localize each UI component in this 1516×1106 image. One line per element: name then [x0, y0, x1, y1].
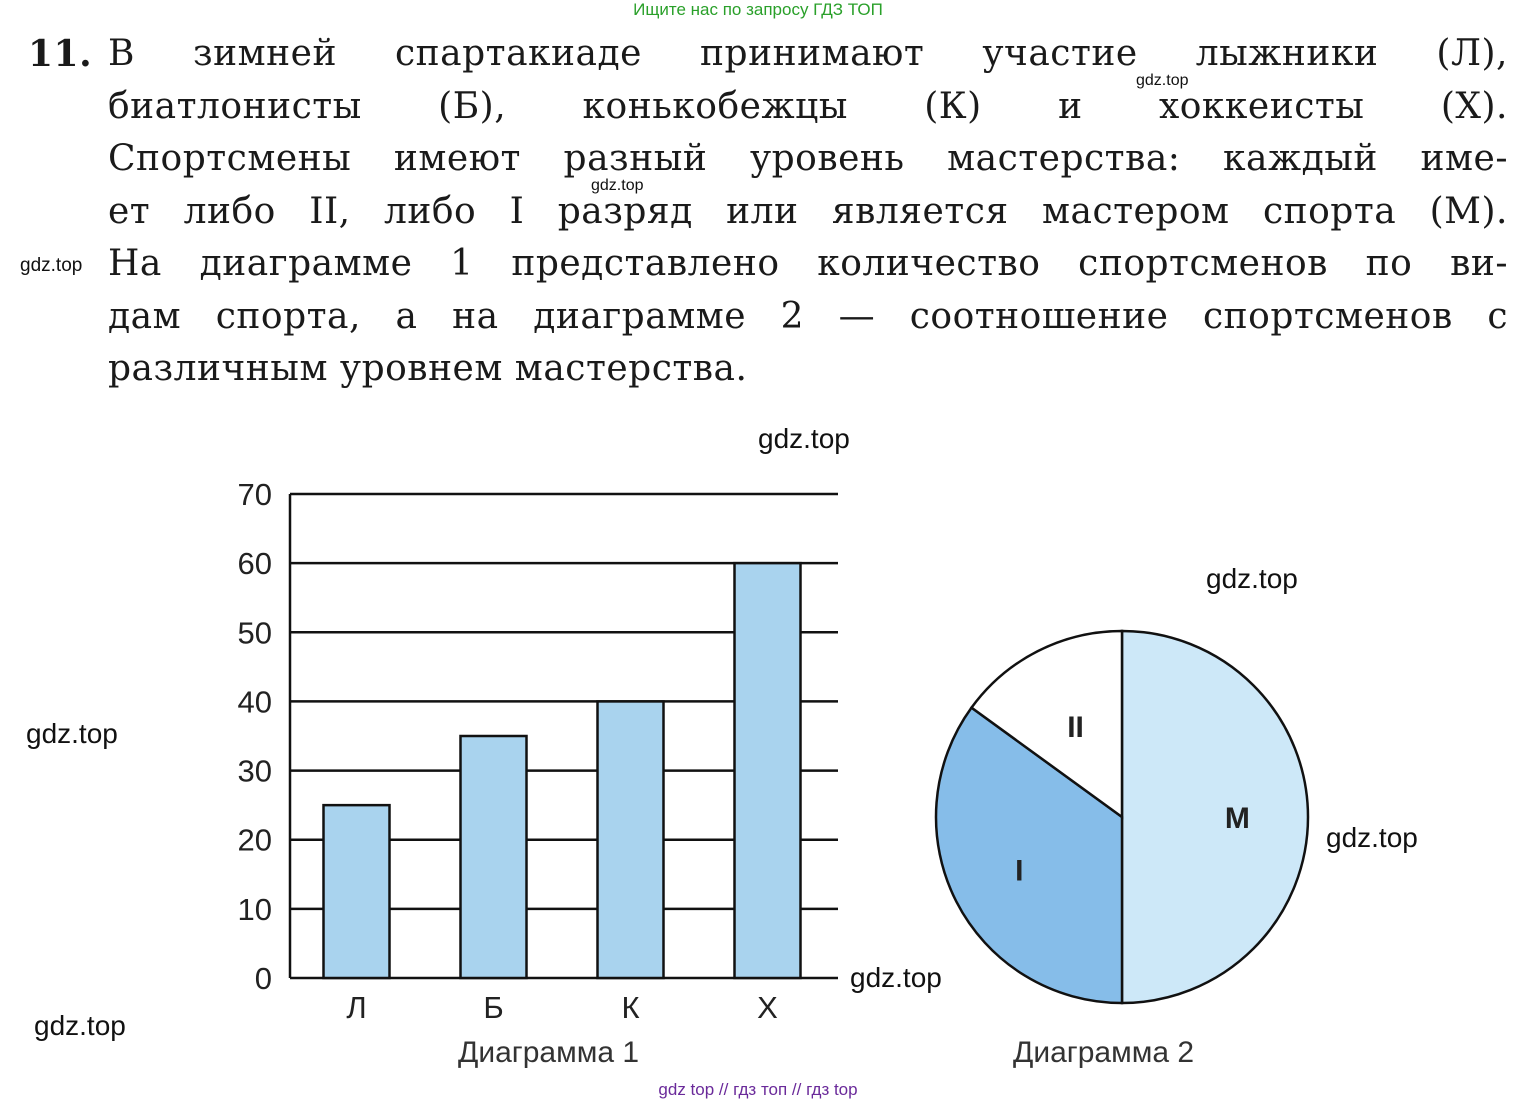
bar-chart-y-ticks: 0 10 20 30 40 50 60 70 — [238, 477, 272, 996]
pie-slice-3 — [969, 629, 1124, 820]
problem-line: биатлонисты (Б), конькобежцы (К) и хокке… — [108, 85, 1508, 127]
x-tick-label: Л — [346, 990, 366, 1025]
y-tick-label: 60 — [238, 546, 272, 581]
y-tick-label: 10 — [238, 892, 272, 927]
watermark: gdz.top — [20, 255, 83, 276]
problem-line: различным уровнем мастерства. — [108, 348, 748, 389]
bottom-links[interactable]: gdz top // гдз топ // гдз top — [658, 1080, 858, 1099]
pie-label: II — [1067, 711, 1084, 744]
y-tick-label: 30 — [238, 754, 272, 789]
watermark: gdz.top — [34, 1010, 126, 1041]
watermark: gdz.top — [850, 962, 942, 993]
problem-line: ет либо II, либо I разряд или является м… — [108, 190, 1508, 232]
bar-chart: 0 10 20 30 40 50 60 70 Л Б К Х — [238, 477, 838, 1025]
bar-3 — [596, 700, 665, 980]
y-tick-label: 70 — [238, 477, 272, 512]
watermark: gdz.top — [591, 177, 644, 194]
y-tick-label: 40 — [238, 684, 272, 719]
watermark: gdz.top — [26, 718, 118, 749]
problem-line: На диаграмме 1 представлено количество с… — [108, 243, 1508, 284]
bar-chart-bars — [322, 561, 802, 980]
pie-slice-2 — [934, 705, 1124, 1005]
x-tick-label: К — [621, 990, 639, 1025]
diagram-2-caption: Диаграмма 2 — [1013, 1036, 1195, 1069]
watermark: gdz.top — [1136, 72, 1189, 89]
problem-line: дам спорта, а на диаграмме 2 — соотношен… — [108, 295, 1508, 337]
watermark: gdz.top — [1206, 563, 1298, 594]
problem-line: В зимней спартакиаде принимают участие л… — [108, 33, 1508, 74]
watermark: gdz.top — [1326, 822, 1418, 853]
problem-text: 11. В зимней спартакиаде принимают участ… — [28, 28, 1508, 396]
x-tick-label: Х — [757, 990, 778, 1025]
problem-number: 11. — [28, 33, 93, 75]
y-tick-label: 50 — [238, 615, 272, 650]
pie-slice-1 — [1120, 629, 1310, 1005]
y-tick-label: 0 — [255, 961, 272, 996]
x-tick-label: Б — [483, 990, 503, 1025]
problem-line: Спортсмены имеют разный уровень мастерст… — [108, 138, 1508, 179]
top-search-link[interactable]: Ищите нас по запросу ГДЗ ТОП — [633, 0, 883, 19]
watermark: gdz.top — [758, 423, 850, 454]
diagram-1-caption: Диаграмма 1 — [458, 1036, 640, 1069]
bar-2 — [459, 734, 528, 980]
pie-label: I — [1015, 854, 1023, 887]
bar-4 — [733, 561, 802, 980]
bar-1 — [322, 803, 391, 980]
pie-label: М — [1225, 802, 1250, 835]
y-tick-label: 20 — [238, 823, 272, 858]
pie-chart-slices — [934, 629, 1310, 1005]
